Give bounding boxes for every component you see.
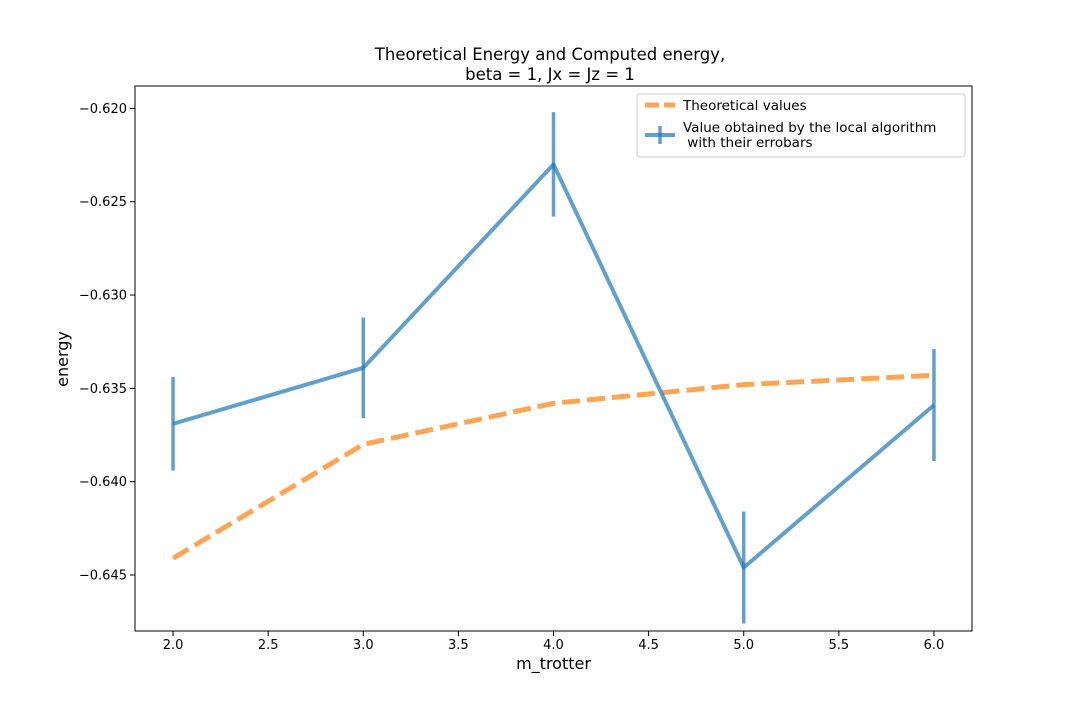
x-tick-label: 5.0 [733, 638, 754, 653]
x-tick-label: 4.5 [638, 638, 659, 653]
x-axis-label: m_trotter [516, 654, 591, 674]
y-tick-label: −0.645 [79, 569, 127, 584]
x-tick-label: 4.0 [543, 638, 564, 653]
x-tick-label: 5.5 [828, 638, 849, 653]
legend: Theoretical values Value obtained by the … [636, 93, 966, 158]
series-line-computed [172, 162, 936, 570]
chart-title: Theoretical Energy and Computed energy, [374, 45, 725, 64]
axes: 2.0 2.5 3.0 3.5 4.0 4.5 5.0 5.5 6.0 −0.645 −0.640 −… [79, 85, 973, 653]
legend-label-theoretical: Theoretical values [682, 98, 807, 114]
legend-label-computed: Value obtained by the local algorithm wi… [683, 120, 936, 151]
y-tick-label: −0.640 [79, 475, 127, 490]
chart-subtitle: beta = 1, Jx = Jz = 1 [465, 65, 635, 84]
y-axis-label: energy [53, 331, 72, 387]
legend-frame [636, 93, 966, 158]
x-tick-label: 2.0 [163, 638, 184, 653]
x-tick-label: 2.5 [258, 638, 279, 653]
x-tick-label: 6.0 [924, 638, 945, 653]
y-tick-label: −0.635 [79, 382, 127, 397]
series-group [171, 112, 936, 624]
x-tick-label: 3.0 [353, 638, 374, 653]
plot-area [171, 112, 936, 624]
x-tick-label: 3.5 [448, 638, 469, 653]
series-line-theoretical [171, 372, 935, 561]
y-tick-label: −0.620 [79, 102, 127, 117]
y-tick-label: −0.625 [79, 195, 127, 210]
y-tick-label: −0.630 [79, 289, 127, 304]
